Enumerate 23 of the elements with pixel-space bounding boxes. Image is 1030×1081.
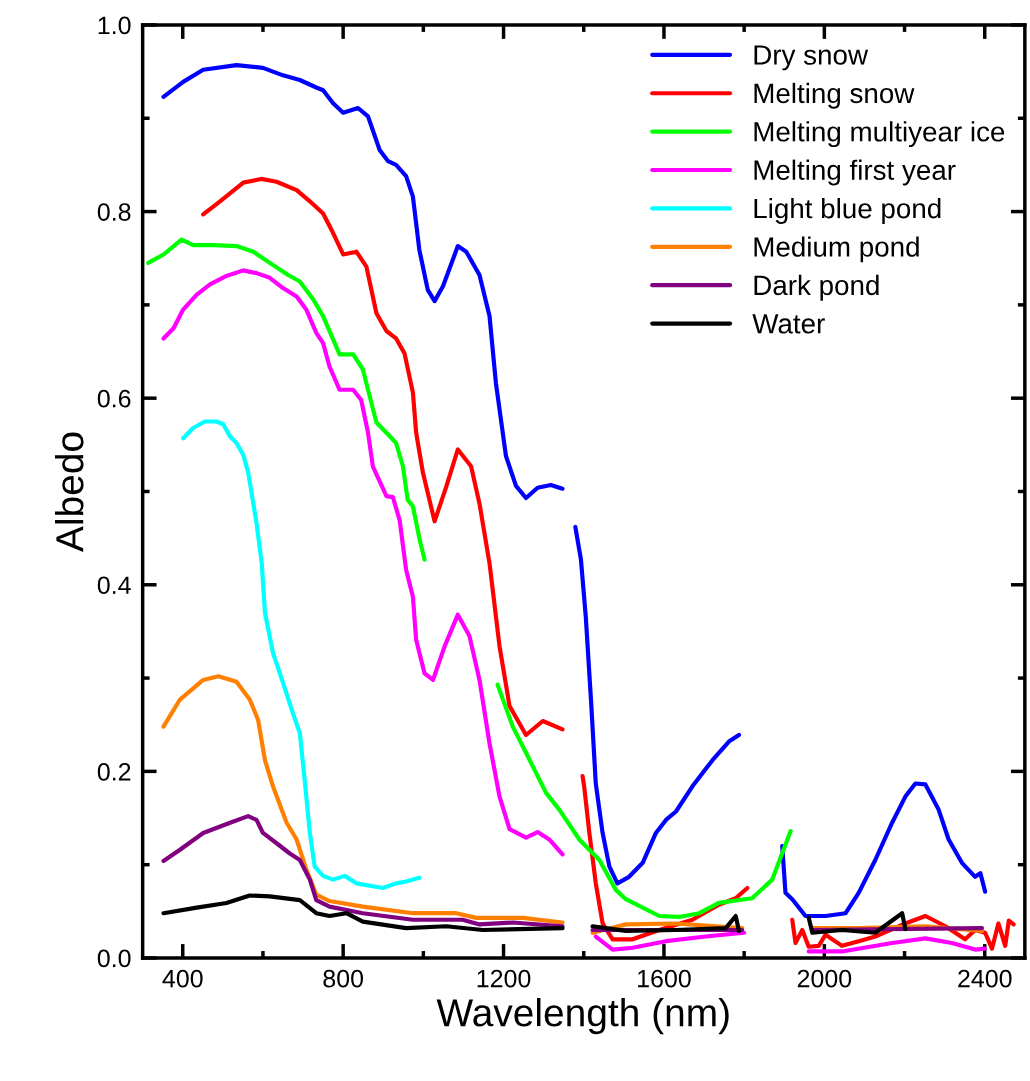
- x-tick-label: 2000: [797, 969, 852, 988]
- legend-label: Light blue pond: [754, 197, 941, 224]
- x-axis-title: Wavelength (nm): [436, 997, 729, 1035]
- y-tick-label: 0.4: [97, 576, 131, 595]
- legend-label: Dark pond: [754, 274, 879, 301]
- legend-label: Melting multiyear ice: [754, 121, 1005, 148]
- y-tick-label: 1.0: [98, 16, 131, 35]
- y-axis-title: Albedo: [54, 432, 84, 552]
- legend-label: Medium pond: [754, 236, 919, 263]
- line-series: [181, 419, 422, 891]
- x-tick-label: 1600: [638, 969, 691, 988]
- x-tick-label: 800: [323, 969, 364, 988]
- y-tick-label: 0.2: [97, 762, 131, 781]
- legend-label: Dry snow: [754, 45, 869, 71]
- legend-label: Water: [752, 314, 825, 334]
- y-tick-label: 0.8: [97, 203, 131, 221]
- x-tick-label: 400: [162, 969, 203, 988]
- y-tick-label: 0.6: [97, 389, 131, 408]
- y-tick-label: 0.0: [97, 949, 131, 968]
- x-tick-label: 1200: [477, 969, 531, 988]
- legend-label: Melting first year: [754, 159, 956, 186]
- legend-label: Melting snow: [754, 82, 915, 109]
- x-tick-label: 2400: [958, 969, 1012, 988]
